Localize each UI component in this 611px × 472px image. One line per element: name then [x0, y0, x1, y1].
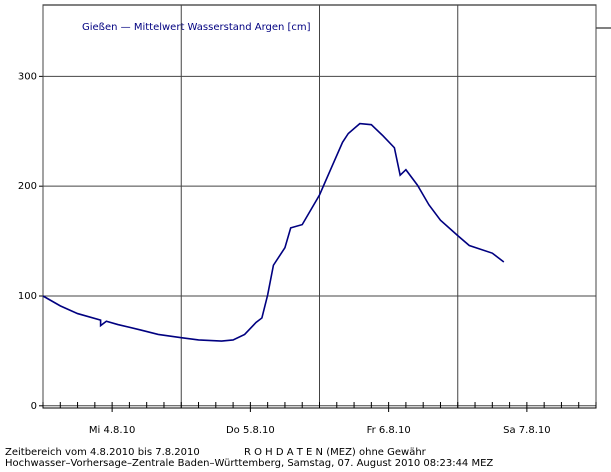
y-tick-label: 300 [18, 71, 37, 82]
y-tick-label: 100 [18, 291, 37, 302]
x-tick-label: Mi 4.8.10 [89, 425, 135, 436]
x-tick-label: Fr 6.8.10 [367, 425, 411, 436]
x-tick-label: Do 5.8.10 [226, 425, 275, 436]
y-tick-label: 200 [18, 181, 37, 192]
x-tick-label: Sa 7.8.10 [503, 425, 550, 436]
footer-source: Hochwasser–Vorhersage–Zentrale Baden–Wür… [5, 458, 493, 469]
y-tick-label: 0 [31, 401, 37, 412]
footer-raw: R O H D A T E N (MEZ) ohne Gewähr [244, 447, 427, 458]
footer-range: Zeitbereich vom 4.8.2010 bis 7.8.2010 [5, 447, 200, 458]
data-line [42, 122, 505, 342]
series-label: Gießen — Mittelwert Wasserstand Argen [c… [82, 22, 311, 33]
